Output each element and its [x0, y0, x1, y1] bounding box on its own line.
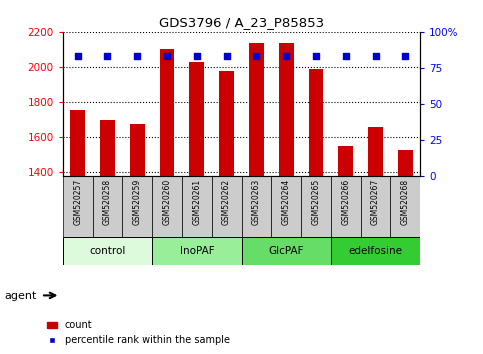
Bar	[70, 110, 85, 176]
FancyBboxPatch shape	[63, 237, 152, 266]
FancyBboxPatch shape	[63, 176, 93, 237]
Bar	[130, 124, 145, 176]
FancyBboxPatch shape	[242, 237, 331, 266]
FancyBboxPatch shape	[361, 176, 390, 237]
Bar	[100, 120, 115, 176]
FancyBboxPatch shape	[152, 176, 182, 237]
FancyBboxPatch shape	[271, 176, 301, 237]
Text: GSM520265: GSM520265	[312, 179, 320, 225]
Text: GSM520268: GSM520268	[401, 179, 410, 225]
Bar	[309, 69, 324, 176]
Text: GSM520264: GSM520264	[282, 179, 291, 225]
Text: control: control	[89, 246, 126, 256]
FancyBboxPatch shape	[122, 176, 152, 237]
Text: GSM520263: GSM520263	[252, 179, 261, 225]
FancyBboxPatch shape	[182, 176, 212, 237]
Point	[104, 53, 112, 59]
Text: GSM520261: GSM520261	[192, 179, 201, 225]
Text: InoPAF: InoPAF	[180, 246, 214, 256]
Text: GlcPAF: GlcPAF	[269, 246, 304, 256]
FancyBboxPatch shape	[390, 176, 420, 237]
Bar	[398, 150, 413, 176]
Bar	[249, 43, 264, 176]
Bar	[279, 43, 294, 176]
Point	[312, 53, 320, 59]
Point	[223, 53, 230, 59]
Point	[401, 53, 409, 59]
Text: GSM520260: GSM520260	[163, 179, 171, 225]
Title: GDS3796 / A_23_P85853: GDS3796 / A_23_P85853	[159, 16, 324, 29]
Bar	[368, 127, 383, 176]
Text: GSM520258: GSM520258	[103, 179, 112, 225]
Text: GSM520262: GSM520262	[222, 179, 231, 225]
FancyBboxPatch shape	[331, 237, 420, 266]
FancyBboxPatch shape	[242, 176, 271, 237]
Point	[133, 53, 141, 59]
Text: agent: agent	[5, 291, 37, 301]
Bar	[338, 146, 353, 176]
FancyBboxPatch shape	[93, 176, 122, 237]
Point	[74, 53, 82, 59]
Point	[253, 53, 260, 59]
Text: GSM520257: GSM520257	[73, 179, 82, 225]
Point	[282, 53, 290, 59]
Point	[372, 53, 380, 59]
Point	[342, 53, 350, 59]
Legend: count, percentile rank within the sample: count, percentile rank within the sample	[43, 316, 234, 349]
FancyBboxPatch shape	[152, 237, 242, 266]
Point	[163, 53, 171, 59]
FancyBboxPatch shape	[301, 176, 331, 237]
Bar	[189, 62, 204, 176]
Text: GSM520267: GSM520267	[371, 179, 380, 225]
Text: GSM520266: GSM520266	[341, 179, 350, 225]
FancyBboxPatch shape	[331, 176, 361, 237]
Point	[193, 53, 201, 59]
FancyBboxPatch shape	[212, 176, 242, 237]
Bar	[219, 71, 234, 176]
Bar	[159, 50, 174, 176]
Text: edelfosine: edelfosine	[349, 246, 402, 256]
Text: GSM520259: GSM520259	[133, 179, 142, 225]
